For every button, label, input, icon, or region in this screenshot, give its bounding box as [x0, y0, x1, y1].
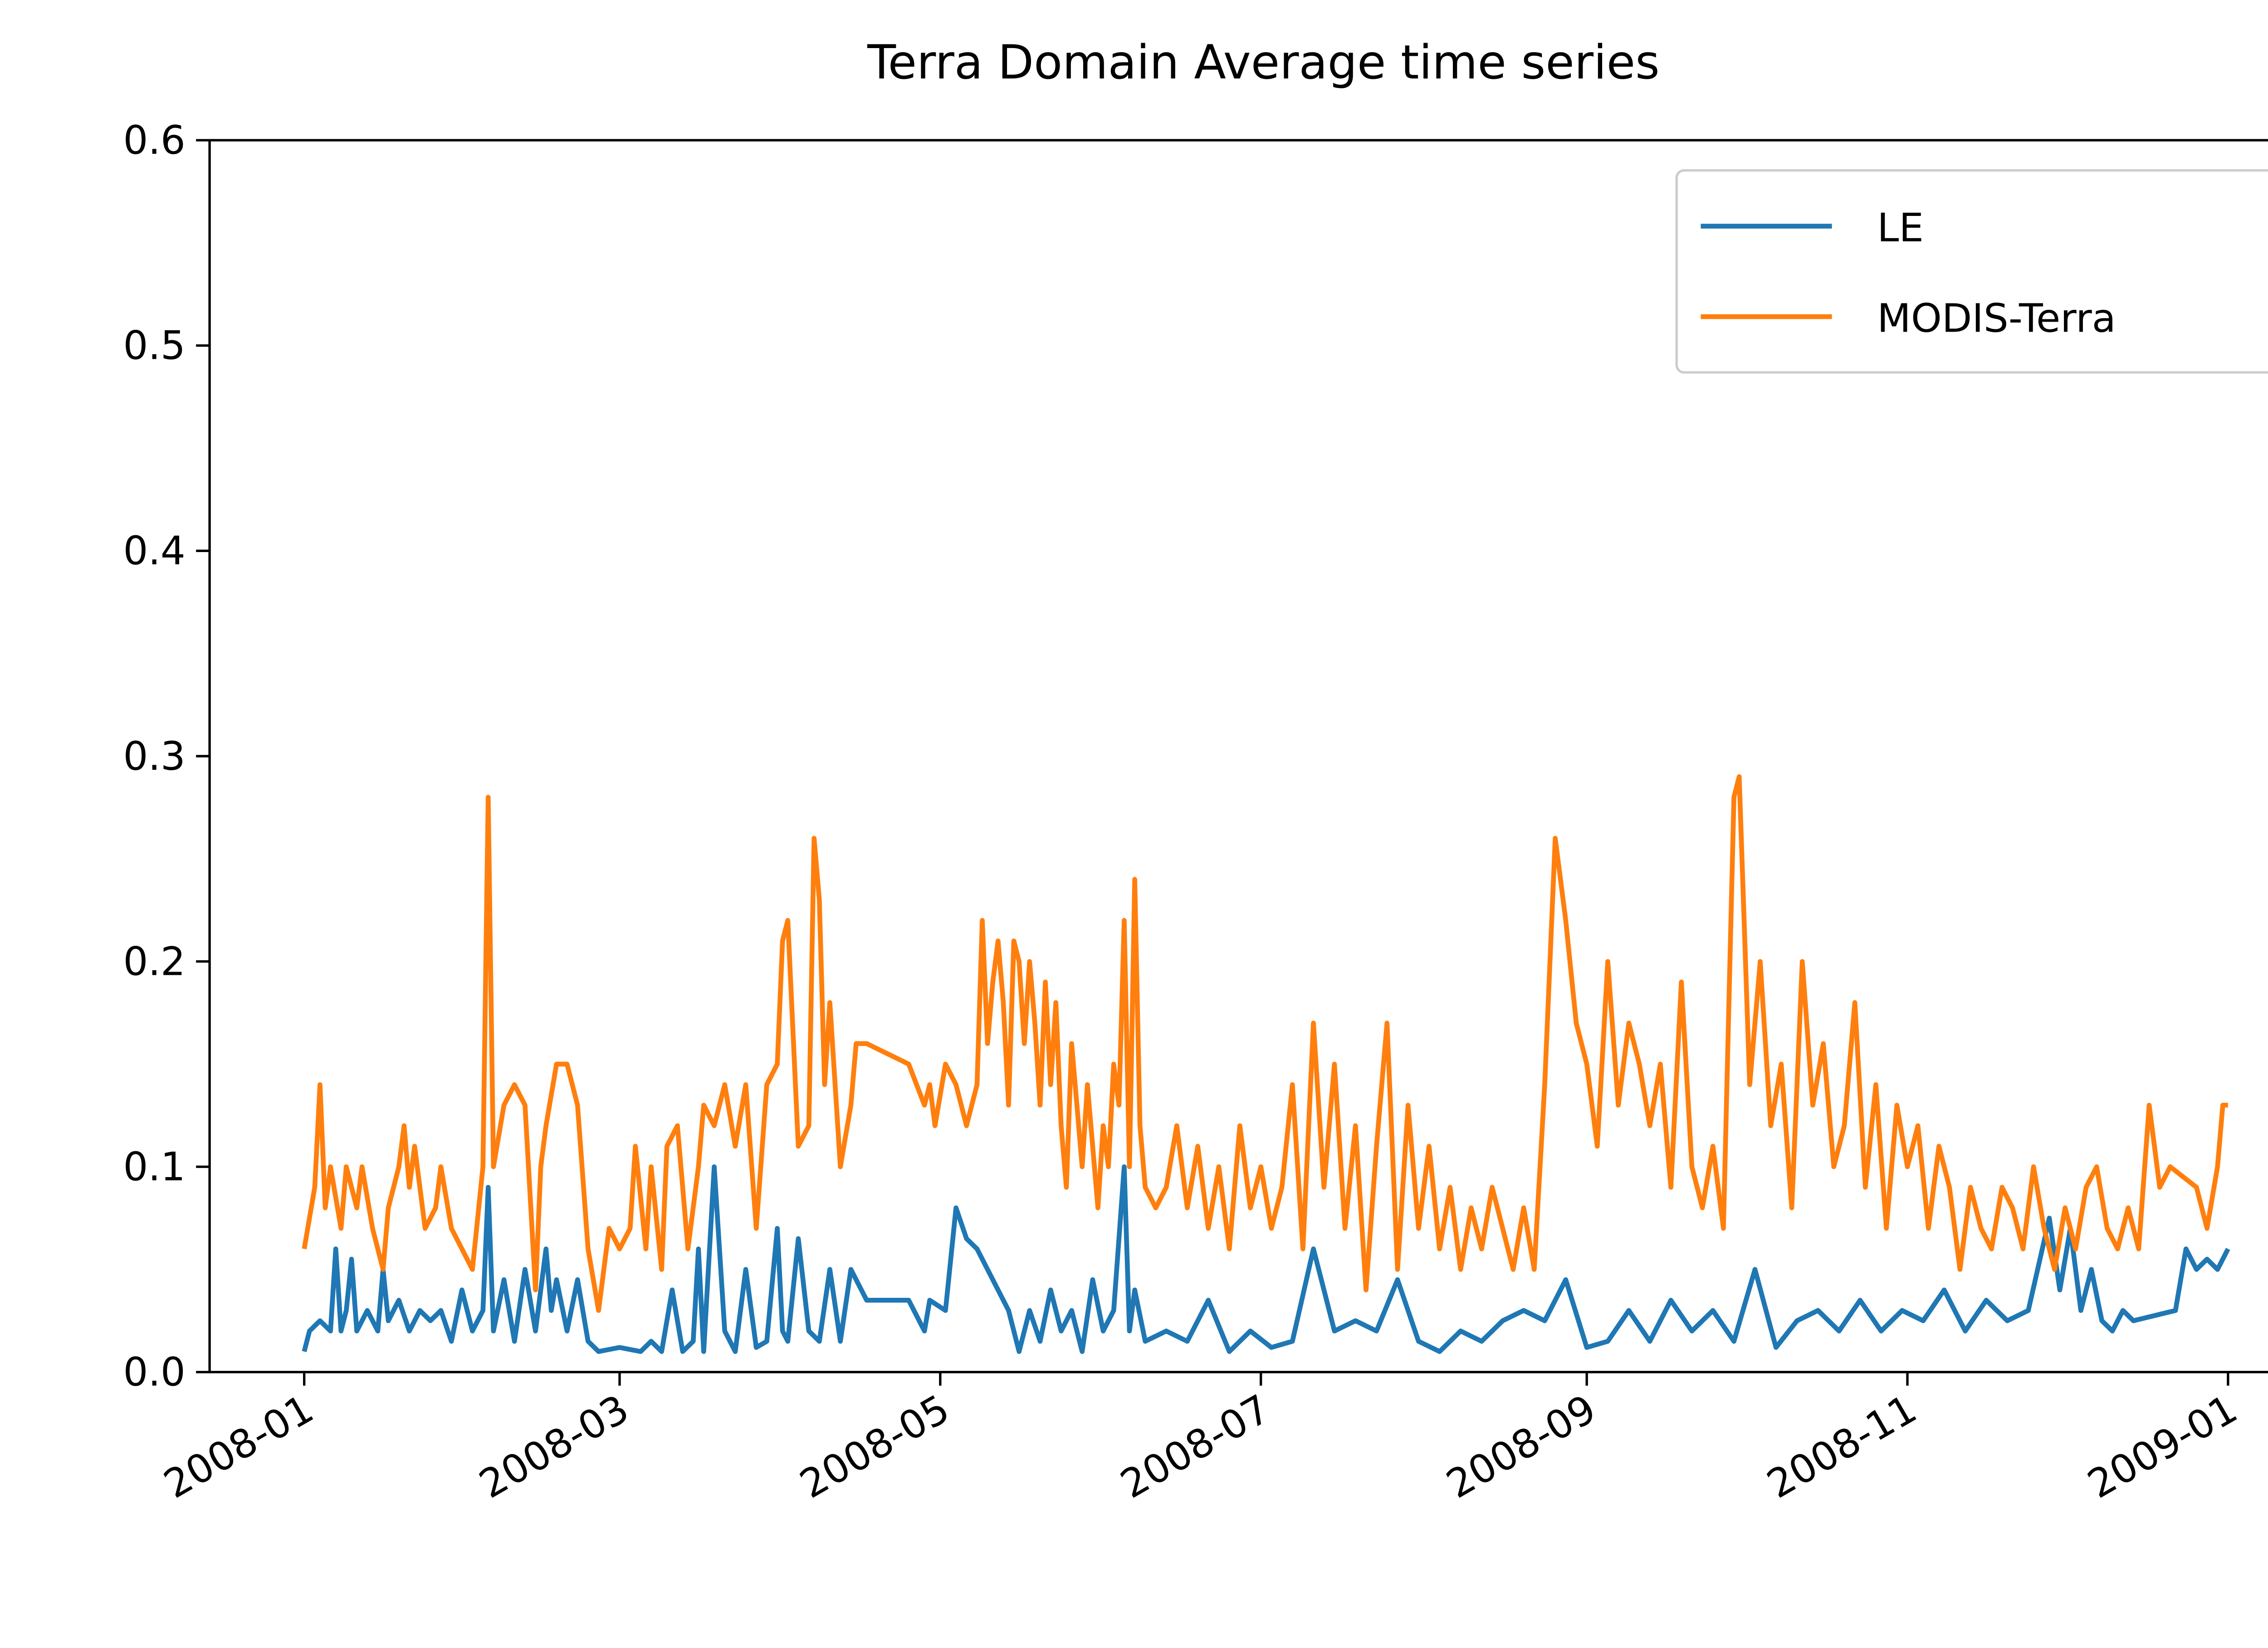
- y-tick-label: 0.5: [123, 323, 185, 369]
- y-tick-label: 0.6: [123, 118, 185, 163]
- y-tick-label: 0.2: [123, 939, 185, 984]
- plot-frame: [208, 139, 2268, 1374]
- legend: LE MODIS-Terra: [1675, 169, 2268, 374]
- chart-title: Terra Domain Average time series: [867, 35, 1660, 90]
- y-tick-label: 0.4: [123, 528, 185, 574]
- y-tick-label: 0.0: [123, 1350, 185, 1395]
- y-tick-label: 0.3: [123, 734, 185, 779]
- y-tick-label: 0.1: [123, 1144, 185, 1190]
- legend-label: MODIS-Terra: [1877, 296, 2116, 341]
- series-line: [302, 774, 2228, 1313]
- legend-label: LE: [1877, 205, 1924, 251]
- series-line: [302, 1164, 2230, 1354]
- legend-box: [1675, 169, 2268, 374]
